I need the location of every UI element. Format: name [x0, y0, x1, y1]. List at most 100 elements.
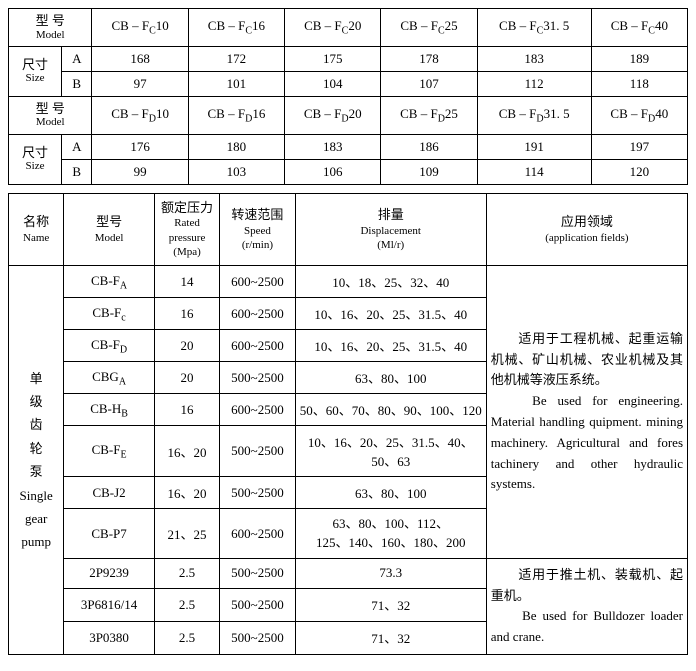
model-cell: CB – FC25	[381, 9, 477, 47]
model-cell: 2P9239	[64, 558, 155, 588]
pressure-cell: 20	[154, 362, 219, 394]
model-cell: CB-FE	[64, 426, 155, 477]
model-cell: 3P0380	[64, 621, 155, 654]
dimension-table-c: 型 号 Model CB – FC10 CB – FC16 CB – FC20 …	[8, 8, 688, 185]
model-cell: 3P6816/14	[64, 588, 155, 621]
data-cell: 178	[381, 46, 477, 71]
header-app-en: (application fields)	[491, 231, 683, 245]
header-speed: 转速范围 Speed (r/min)	[220, 193, 295, 266]
data-cell: 107	[381, 71, 477, 96]
header-pressure-unit: (Mpa)	[159, 245, 215, 259]
size-label-cn: 尺寸	[22, 57, 48, 72]
disp-cell: 50、60、70、80、90、100、120	[295, 394, 486, 426]
pressure-cell: 20	[154, 330, 219, 362]
model-cell: CBGA	[64, 362, 155, 394]
data-cell: 189	[591, 46, 687, 71]
pressure-cell: 16	[154, 394, 219, 426]
data-cell: 104	[285, 71, 381, 96]
model-cell: CB-FD	[64, 330, 155, 362]
data-cell: 106	[285, 159, 381, 184]
category-cell: 单级齿轮泵Singlegearpump	[9, 266, 64, 655]
data-cell: 186	[381, 134, 477, 159]
data-cell: 183	[477, 46, 591, 71]
data-cell: 197	[591, 134, 687, 159]
model-label-en: Model	[15, 29, 85, 42]
size-label-en: Size	[15, 160, 55, 173]
disp-cell: 63、80、100	[295, 362, 486, 394]
data-cell: 168	[92, 46, 188, 71]
dim-a-label: A	[62, 134, 92, 159]
app-cell-1: 适用于工程机械、起重运输机械、矿山机械、农业机械及其他机械等液压系统。 Be u…	[486, 266, 687, 558]
data-cell: 120	[591, 159, 687, 184]
pressure-cell: 14	[154, 266, 219, 298]
header-app-cn: 应用领域	[561, 214, 613, 229]
header-app: 应用领域 (application fields)	[486, 193, 687, 266]
app-cell-2: 适用于推土机、装载机、起重机。 Be used for Bulldozer lo…	[486, 558, 687, 654]
header-disp-unit: (Ml/r)	[300, 238, 482, 252]
model-header-cell: 型 号 Model	[9, 96, 92, 134]
speed-cell: 500~2500	[220, 362, 295, 394]
pressure-cell: 16	[154, 298, 219, 330]
model-header-cell: 型 号 Model	[9, 9, 92, 47]
speed-cell: 600~2500	[220, 298, 295, 330]
disp-cell: 10、16、20、25、31.5、40	[295, 330, 486, 362]
model-cell: CB – FD40	[591, 96, 687, 134]
header-speed-unit: (r/min)	[224, 238, 290, 252]
pressure-cell: 2.5	[154, 588, 219, 621]
disp-cell: 71、32	[295, 621, 486, 654]
model-label-en: Model	[15, 116, 85, 129]
model-cell: CB – FD20	[285, 96, 381, 134]
data-cell: 172	[188, 46, 284, 71]
speed-cell: 500~2500	[220, 426, 295, 477]
data-cell: 176	[92, 134, 188, 159]
data-cell: 99	[92, 159, 188, 184]
header-model: 型号 Model	[64, 193, 155, 266]
speed-cell: 600~2500	[220, 330, 295, 362]
speed-cell: 600~2500	[220, 509, 295, 558]
speed-cell: 500~2500	[220, 558, 295, 588]
data-cell: 112	[477, 71, 591, 96]
model-label-cn: 型 号	[36, 13, 65, 28]
model-cell: CB – FD25	[381, 96, 477, 134]
header-speed-cn: 转速范围	[231, 207, 283, 222]
disp-cell: 10、18、25、32、40	[295, 266, 486, 298]
dim-a-label: A	[62, 46, 92, 71]
header-disp-cn: 排量	[378, 207, 404, 222]
data-cell: 114	[477, 159, 591, 184]
model-cell: CB – FC20	[285, 9, 381, 47]
pressure-cell: 2.5	[154, 558, 219, 588]
model-cell: CB – FC16	[188, 9, 284, 47]
data-cell: 180	[188, 134, 284, 159]
disp-cell: 71、32	[295, 588, 486, 621]
data-cell: 103	[188, 159, 284, 184]
header-disp: 排量 Displacement (Ml/r)	[295, 193, 486, 266]
data-cell: 118	[591, 71, 687, 96]
table-row: 2P9239 2.5 500~2500 73.3 适用于推土机、装载机、起重机。…	[9, 558, 688, 588]
speed-cell: 500~2500	[220, 588, 295, 621]
model-cell: CB – FD16	[188, 96, 284, 134]
speed-cell: 500~2500	[220, 477, 295, 509]
disp-cell: 10、16、20、25、31.5、40、50、63	[295, 426, 486, 477]
size-label-cell: 尺寸 Size	[9, 46, 62, 96]
model-cell: CB – FD10	[92, 96, 188, 134]
spec-table: 名称 Name 型号 Model 额定压力 Rated pressure (Mp…	[8, 193, 688, 655]
header-disp-en: Displacement	[300, 224, 482, 238]
header-pressure-cn: 额定压力	[161, 200, 213, 215]
size-label-cn: 尺寸	[22, 145, 48, 160]
model-cell: CB – FC10	[92, 9, 188, 47]
header-model-en: Model	[68, 231, 150, 245]
data-cell: 175	[285, 46, 381, 71]
pressure-cell: 16、20	[154, 477, 219, 509]
model-cell: CB – FD31. 5	[477, 96, 591, 134]
data-cell: 191	[477, 134, 591, 159]
header-pressure: 额定压力 Rated pressure (Mpa)	[154, 193, 219, 266]
dim-b-label: B	[62, 71, 92, 96]
pressure-cell: 16、20	[154, 426, 219, 477]
table-row: 单级齿轮泵Singlegearpump CB-FA 14 600~2500 10…	[9, 266, 688, 298]
pressure-cell: 2.5	[154, 621, 219, 654]
model-cell: CB-P7	[64, 509, 155, 558]
size-label-cell: 尺寸 Size	[9, 134, 62, 184]
data-cell: 109	[381, 159, 477, 184]
pressure-cell: 21、25	[154, 509, 219, 558]
model-cell: CB – FC31. 5	[477, 9, 591, 47]
